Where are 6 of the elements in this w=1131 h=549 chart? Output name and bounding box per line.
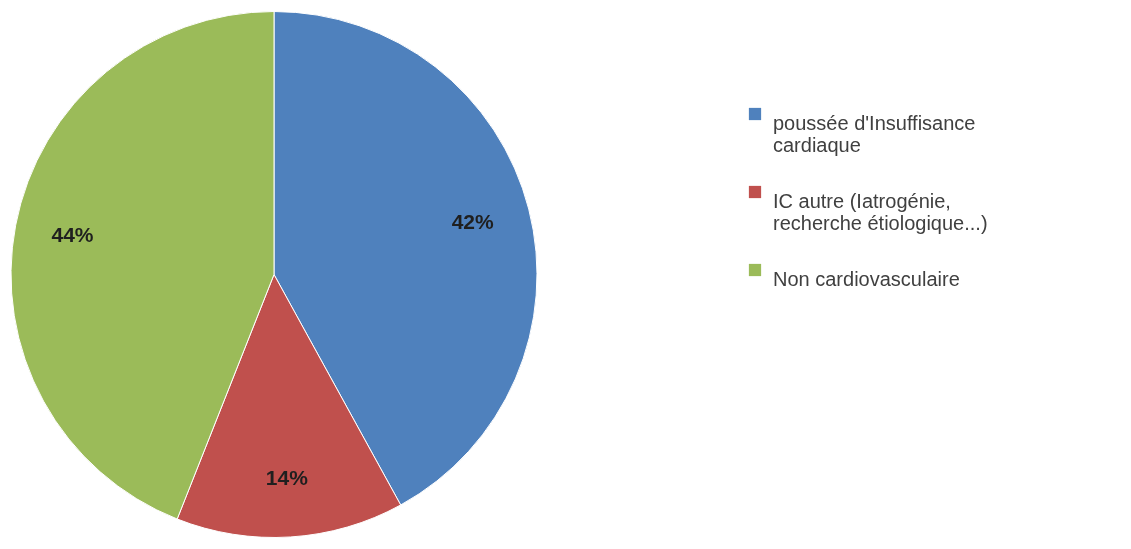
legend-label: poussée d'Insuffisance cardiaque: [773, 112, 976, 156]
legend-label: IC autre (Iatrogénie, recherche étiologique...): [773, 190, 988, 234]
data-label: 44%: [51, 223, 94, 247]
legend-label: Non cardiovasculaire: [773, 268, 960, 290]
data-label: 42%: [451, 210, 495, 234]
data-label: 14%: [265, 466, 309, 490]
